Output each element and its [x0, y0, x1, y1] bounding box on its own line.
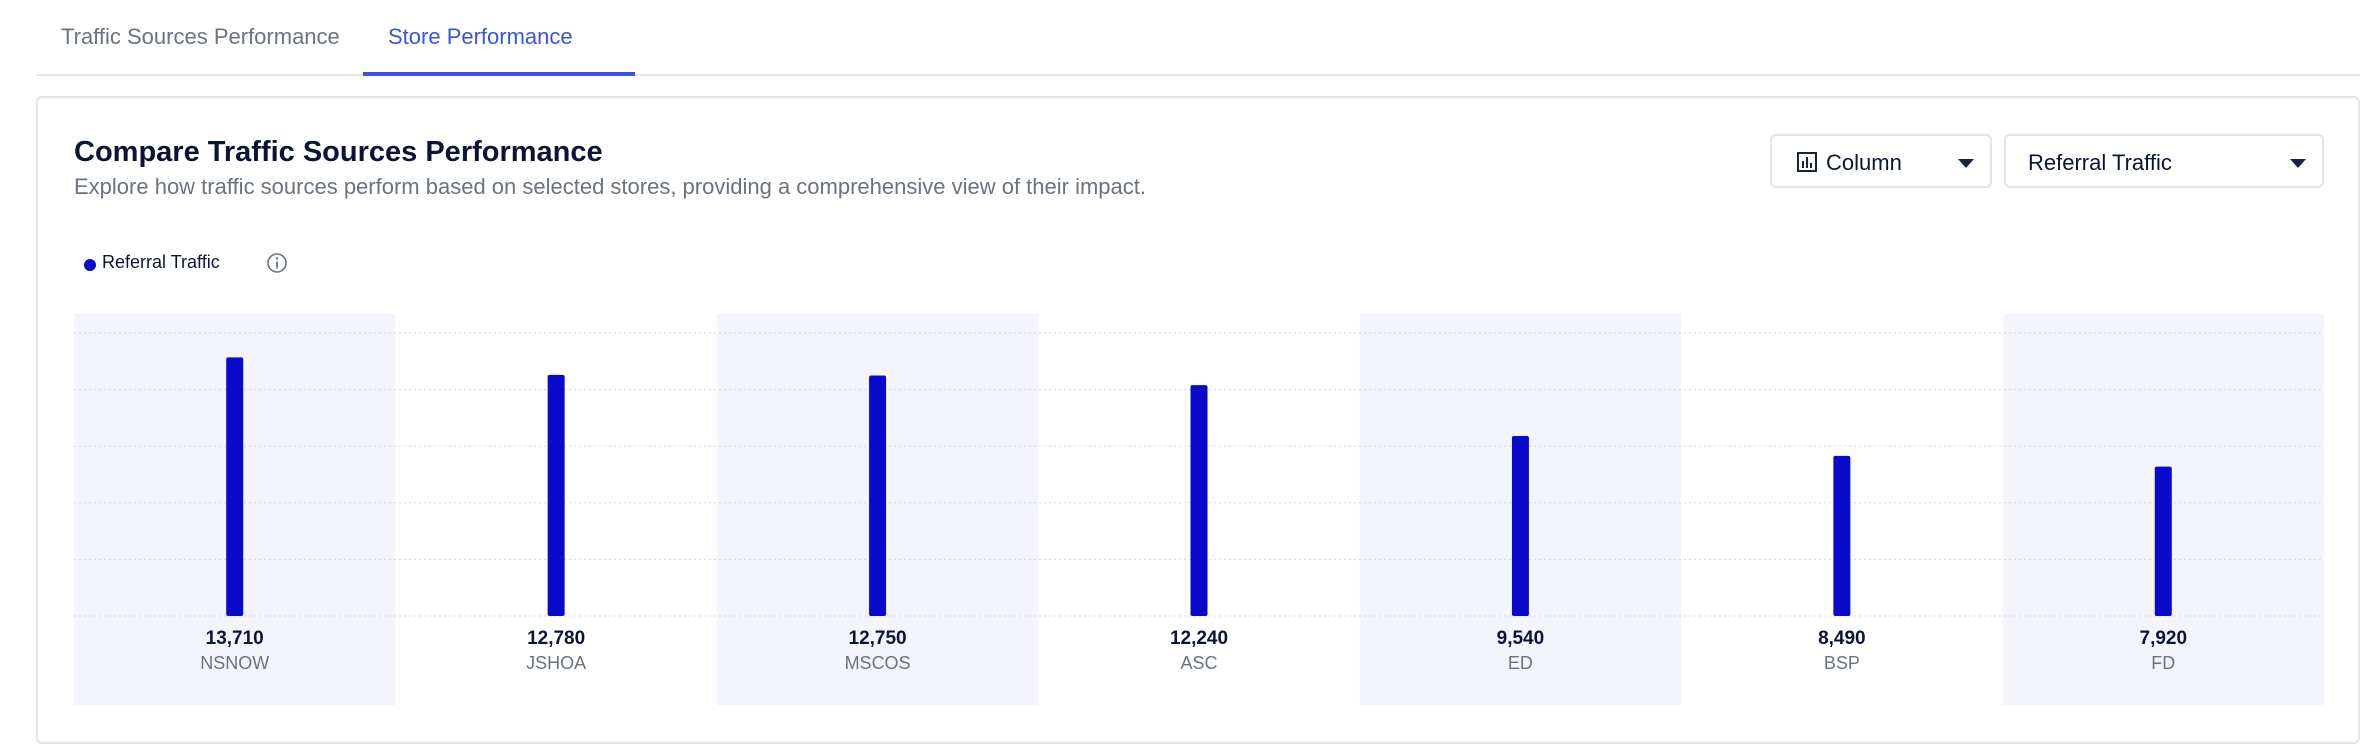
value-label: 12,240 — [1170, 628, 1228, 649]
bar-nsnow — [226, 357, 244, 616]
value-label: 9,540 — [1497, 628, 1545, 649]
category-label: ASC — [1180, 653, 1217, 673]
card-subtitle: Explore how traffic sources perform base… — [74, 174, 1146, 199]
bar-fd — [2154, 466, 2172, 616]
chart-card: Compare Traffic Sources Performance Expl… — [36, 96, 2360, 744]
bar-chart-icon — [1797, 152, 1817, 172]
category-label: MSCOS — [845, 653, 911, 673]
metric-dropdown[interactable]: Referral Traffic — [2004, 134, 2324, 188]
chart-type-label: Column — [1826, 150, 1902, 175]
active-tab-indicator — [363, 72, 635, 76]
value-label: 7,920 — [2140, 628, 2188, 649]
legend-swatch — [84, 259, 96, 271]
category-label: JSHOA — [526, 653, 586, 673]
category-label: FD — [2151, 653, 2175, 673]
info-icon[interactable] — [266, 252, 288, 274]
tab-traffic-sources-performance[interactable]: Traffic Sources Performance — [61, 24, 340, 49]
metric-label: Referral Traffic — [2028, 150, 2172, 175]
referral-traffic-column-chart: 13,710 NSNOW 12,780 JSHOA 12,750 MSCOS 12,240 A… — [74, 314, 2324, 705]
category-label: BSP — [1824, 653, 1860, 673]
bar-bsp — [1833, 455, 1851, 616]
value-label: 8,490 — [1818, 628, 1866, 649]
chart-type-dropdown[interactable]: Column — [1770, 134, 1992, 188]
tab-bar: Traffic Sources Performance Store Perfor… — [36, 0, 2360, 76]
bar-asc — [1190, 385, 1208, 616]
value-label: 13,710 — [206, 628, 264, 649]
category-label: NSNOW — [200, 653, 269, 673]
category-label: ED — [1508, 653, 1533, 673]
bar-mscos — [869, 375, 887, 616]
tab-store-performance[interactable]: Store Performance — [388, 24, 573, 49]
value-label: 12,780 — [527, 628, 585, 649]
legend-label: Referral Traffic — [102, 252, 220, 272]
card-title: Compare Traffic Sources Performance — [74, 136, 603, 168]
chevron-down-icon — [2290, 159, 2306, 168]
value-label: 12,750 — [849, 628, 907, 649]
bar-jshoa — [547, 374, 565, 616]
bar-ed — [1511, 436, 1529, 616]
chevron-down-icon — [1958, 159, 1974, 168]
